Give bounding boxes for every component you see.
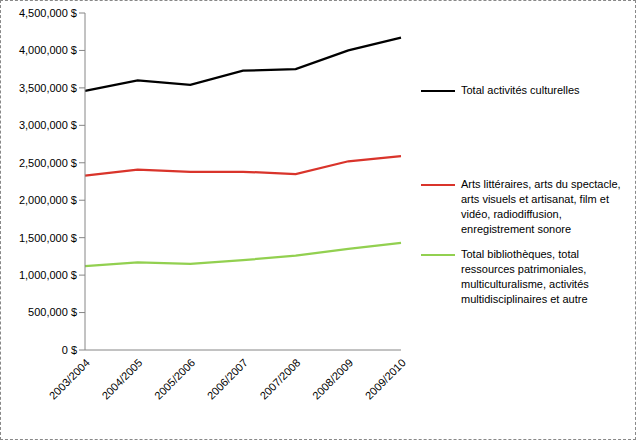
svg-text:3,500,000 $: 3,500,000 $ bbox=[19, 82, 77, 94]
svg-text:500,000 $: 500,000 $ bbox=[28, 306, 77, 318]
svg-text:1,000,000 $: 1,000,000 $ bbox=[19, 269, 77, 281]
svg-text:2004/2005: 2004/2005 bbox=[99, 356, 144, 401]
svg-text:2009/2010: 2009/2010 bbox=[363, 356, 408, 401]
svg-text:2006/2007: 2006/2007 bbox=[205, 356, 250, 401]
svg-text:1,500,000 $: 1,500,000 $ bbox=[19, 232, 77, 244]
svg-text:4,500,000 $: 4,500,000 $ bbox=[19, 7, 77, 19]
html-text:Arts littéraires, arts du spec: Arts littéraires, arts du spectacle, art… bbox=[461, 178, 621, 235]
html-text:Total bibliothèques, total res: Total bibliothèques, total ressources pa… bbox=[461, 248, 589, 305]
html-text:Total activités culturelles: Total activités culturelles bbox=[461, 84, 580, 96]
svg-text:2005/2006: 2005/2006 bbox=[152, 356, 197, 401]
svg-text:2,000,000 $: 2,000,000 $ bbox=[19, 194, 77, 206]
svg-text:3,000,000 $: 3,000,000 $ bbox=[19, 119, 77, 131]
svg-text:4,000,000 $: 4,000,000 $ bbox=[19, 44, 77, 56]
svg-text:2007/2008: 2007/2008 bbox=[257, 356, 302, 401]
svg-text:2003/2004: 2003/2004 bbox=[47, 356, 92, 401]
svg-text:2,500,000 $: 2,500,000 $ bbox=[19, 157, 77, 169]
svg-text:2008/2009: 2008/2009 bbox=[310, 356, 355, 401]
svg-text:0 $: 0 $ bbox=[62, 344, 77, 356]
